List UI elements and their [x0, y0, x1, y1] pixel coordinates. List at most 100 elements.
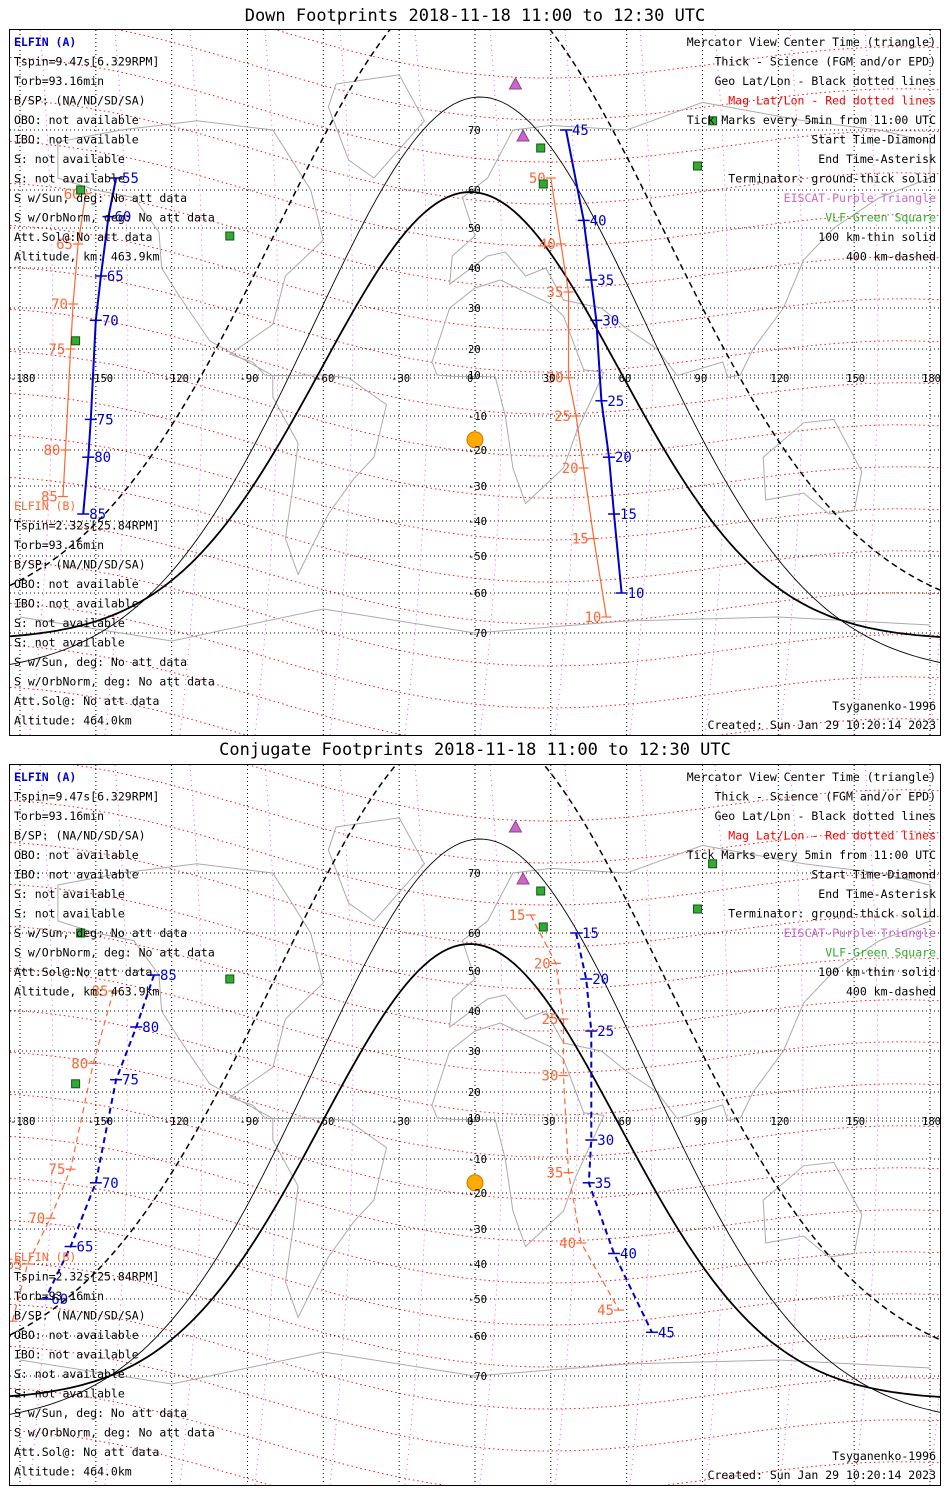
legend-entry: Mercator View Center Time (triangle) — [687, 35, 936, 49]
terminator-100km-thin — [10, 96, 940, 665]
elfin-b-info-line: S w/OrbNorm, deg: No att data — [14, 1426, 215, 1440]
elfin-a-info-line: S: not available — [14, 907, 125, 921]
latitude-tick-label: -40 — [468, 516, 487, 528]
latitude-tick-label: -30 — [468, 481, 487, 493]
longitude-tick-label: -30 — [391, 373, 410, 385]
elfin-b-info-line: Altitude: 464.0km — [14, 1465, 132, 1479]
elfin-a-info: ELFIN (A) Tspin=9.47s[6.329RPM] Torb=93.16… — [14, 770, 215, 999]
longitude-tick-label: 120 — [770, 1116, 789, 1128]
latitude-tick-label: 70 — [468, 125, 481, 137]
terminator-100km-thin — [10, 838, 940, 1415]
elfin-a-name: ELFIN (A) — [14, 770, 76, 784]
elfin-a-track — [44, 974, 155, 1300]
elfin-a-info-line: Tspin=9.47s[6.329RPM] — [14, 790, 159, 804]
vlf-square-icon — [538, 179, 548, 189]
elfin-b-info-line: IBO: not available — [14, 1348, 139, 1362]
latitude-tick-label: 40 — [468, 1006, 481, 1018]
track-b-time-label: 75 — [49, 342, 66, 358]
magnetic-latitude-line — [10, 308, 940, 415]
track-b-time-label: 40 — [559, 1236, 576, 1252]
eiscat-triangle-icon — [516, 128, 530, 142]
track-a-time-label: 85 — [89, 507, 106, 523]
magnetic-longitude-line — [629, 765, 654, 1485]
elfin-a-info-line: Torb=93.16min — [14, 74, 104, 88]
landmass-outline — [19, 608, 931, 642]
track-a-time-label: 40 — [590, 213, 607, 229]
magnetic-latitude-line — [10, 967, 940, 1074]
longitude-tick-label: -150 — [88, 1116, 113, 1128]
track-b-time-label: 25 — [554, 409, 571, 425]
model-label: Tsyganenko-1996 — [832, 1449, 936, 1463]
longitude-tick-label: -120 — [164, 1116, 189, 1128]
latitude-tick-label: 60 — [468, 185, 481, 197]
elfin-b-info-line: Torb=93.16min — [14, 538, 104, 552]
elfin-a-info-line: S w/OrbNorm, deg: No att data — [14, 946, 215, 960]
track-b-time-label: 30 — [547, 371, 564, 387]
elfin-b-info-line: S: not available — [14, 636, 125, 650]
elfin-b-info-line: S w/Sun, deg: No att data — [14, 1406, 187, 1420]
longitude-tick-label: 120 — [770, 373, 789, 385]
legend-entry: 400 km-dashed — [846, 250, 936, 264]
elfin-a-info-line: S: not available — [14, 172, 125, 186]
track-a-time-label: 20 — [615, 450, 632, 466]
latitude-tick-label: 30 — [468, 1046, 481, 1058]
legend-entry: EISCAT-Purple Triangle — [784, 191, 936, 205]
coastlines — [19, 74, 931, 642]
track-a-time-label: 45 — [572, 123, 589, 139]
track-a-time-label: 40 — [620, 1247, 637, 1263]
magnetic-longitude-line — [554, 765, 579, 1485]
vlf-square-icon — [692, 904, 702, 914]
vlf-square-icon — [538, 922, 548, 932]
longitude-tick-label: -60 — [315, 1116, 334, 1128]
magnetic-latitude-line — [10, 392, 940, 499]
elfin-b-info-line: IBO: not available — [14, 597, 139, 611]
vlf-square-icon — [692, 161, 702, 171]
legend-entry: Tick Marks every 5min from 11:00 UTC — [687, 113, 936, 127]
longitude-tick-label: 90 — [695, 373, 708, 385]
elfin-a-info-line: S w/Sun, deg: No att data — [14, 191, 187, 205]
magnetic-latitude-line — [10, 1051, 940, 1158]
latitude-tick-label: -70 — [468, 1371, 487, 1383]
track-b-time-label: 80 — [71, 1056, 88, 1072]
longitude-tick-label: 30 — [543, 1116, 556, 1128]
axis-labels: -180 -150 -120 -90 -60 -30 0 30 60 90 120 150 180 70 6… — [10, 125, 941, 640]
time-tick-labels: 85 80 75 70 65 60 15 20 25 30 35 40 45 85 80 75 70 65 60 15… — [10, 908, 675, 1341]
elfin-b-name: ELFIN (B) — [14, 499, 76, 513]
elfin-b-info-line: Altitude: 464.0km — [14, 714, 132, 728]
longitude-tick-label: 0 — [467, 373, 473, 385]
magnetic-latitude-line — [247, 765, 940, 822]
longitude-tick-label: 150 — [846, 1116, 865, 1128]
map-layer: 85 80 75 70 65 60 15 20 25 30 35 40 45 85 80 75 70 65 60 15… — [10, 765, 940, 1485]
magnetic-latitude-line — [10, 182, 940, 289]
latitude-tick-label: -40 — [468, 1259, 487, 1271]
vlf-square-icon — [708, 859, 718, 869]
latitude-tick-label: 70 — [468, 868, 481, 880]
elfin-b-info-line: B/SP: (NA/ND/SD/SA) — [14, 1309, 146, 1323]
elfin-b-info: ELFIN (B) Tspin=2.32s[25.84RPM] Torb=93.16… — [14, 499, 215, 728]
track-b-time-label: 45 — [597, 1303, 614, 1319]
magnetic-latitude-line — [10, 434, 940, 541]
legend-entry: Start Time-Diamond — [811, 868, 936, 882]
terminator-400km-dashed — [10, 30, 940, 591]
legend-entry: 100 km-thin solid — [818, 965, 936, 979]
elfin-a-info-line: Att.Sol@:No att data — [14, 965, 152, 979]
track-b-time-label: 35 — [547, 285, 564, 301]
legend-entry: Thick - Science (FGM and/or EPD) — [714, 790, 936, 804]
legend-entry: Mag Lat/Lon - Red dotted lines — [728, 829, 936, 843]
magnetic-latitude-line — [10, 1135, 940, 1242]
landmass-outline — [762, 1161, 863, 1258]
vlf-square-icon — [76, 928, 86, 938]
elfin-b-info-line: S w/OrbNorm, deg: No att data — [14, 675, 215, 689]
eiscat-triangle-icon — [516, 871, 530, 885]
track-a-time-label: 65 — [107, 269, 124, 285]
track-a-time-label: 25 — [597, 1024, 614, 1040]
longitude-tick-label: -180 — [10, 1116, 35, 1128]
track-b-time-label: 65 — [56, 237, 73, 253]
magnetic-latitude-line — [71, 765, 940, 864]
track-a-time-label: 70 — [102, 1176, 119, 1192]
longitude-tick-label: 180 — [922, 1116, 941, 1128]
latitude-tick-label: 20 — [468, 1087, 481, 1099]
elfin-a-info-line: B/SP: (NA/ND/SD/SA) — [14, 94, 146, 108]
legend: Mercator View Center Time (triangle) Thic… — [687, 770, 936, 999]
terminator-curves — [10, 30, 940, 665]
